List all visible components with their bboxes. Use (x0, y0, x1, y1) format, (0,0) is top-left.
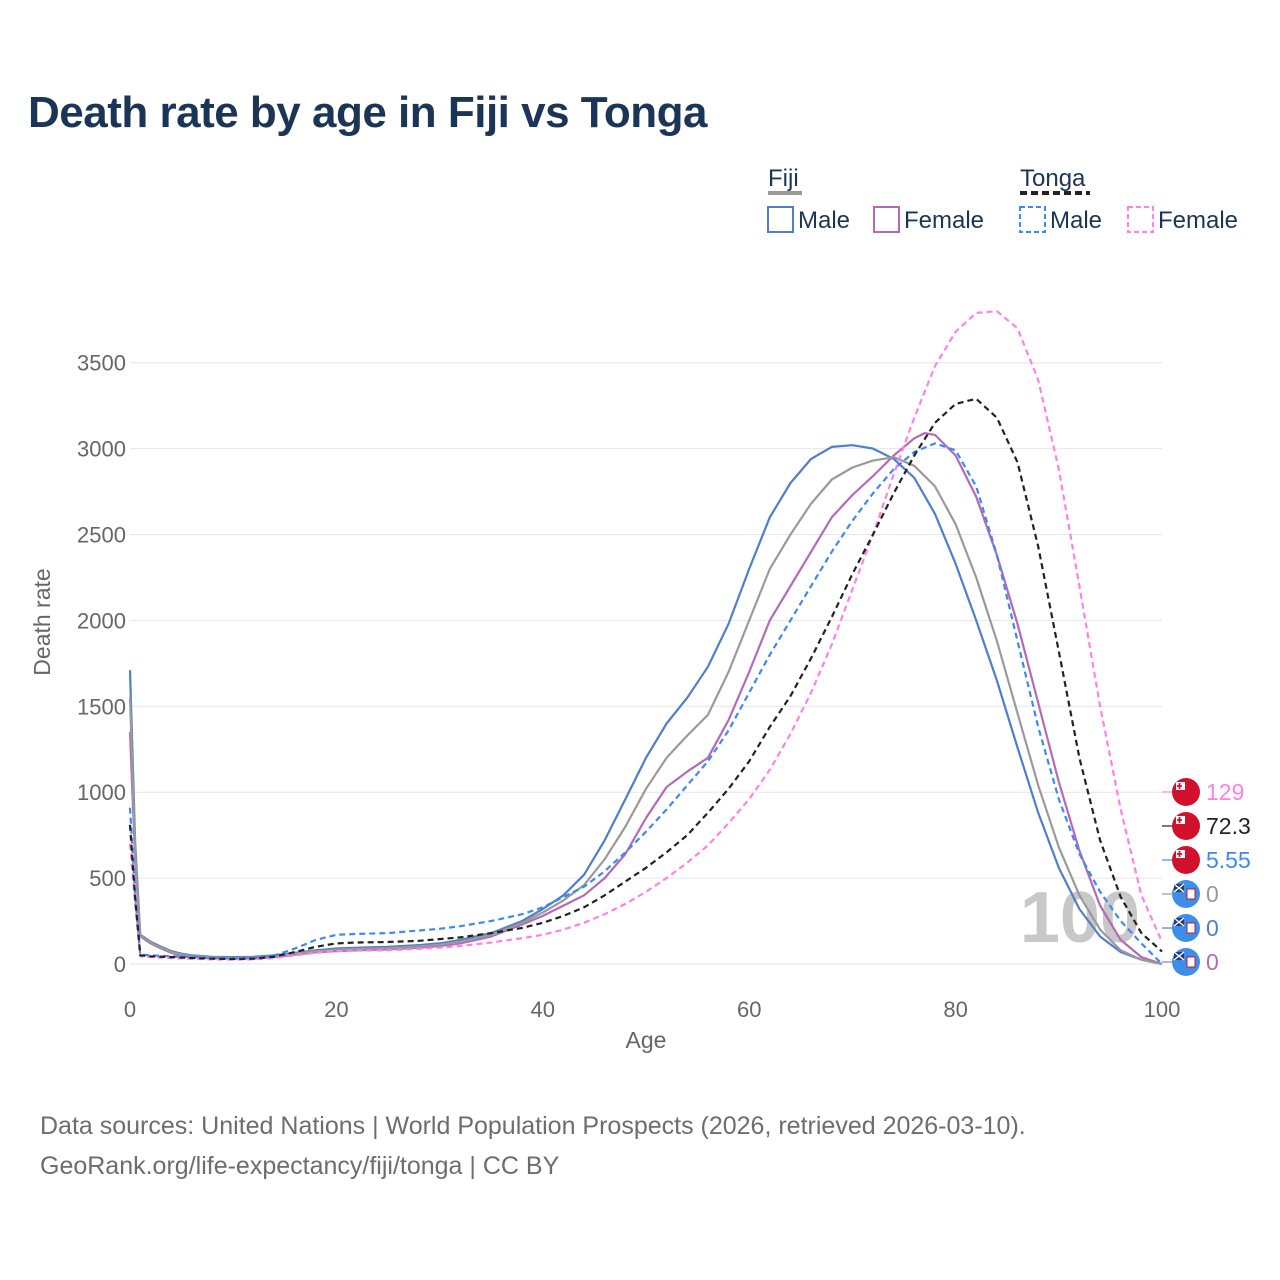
fiji-flag-jack (1173, 917, 1185, 927)
x-axis-label: Age (626, 1027, 667, 1053)
y-axis-ticks: 0 500 1000 1500 2000 2500 3000 3500 (77, 351, 126, 977)
y-tick-label-1500: 1500 (77, 694, 126, 719)
fiji-flag-jack (1173, 883, 1185, 893)
fiji-flag-jack (1173, 951, 1185, 961)
x-axis-ticks: 0 20 40 60 80 100 (124, 997, 1180, 1022)
end-label-value: 72.3 (1206, 813, 1251, 839)
end-label-value: 0 (1206, 915, 1219, 941)
chart-title: Death rate by age in Fiji vs Tonga (28, 88, 708, 137)
y-tick-label-0: 0 (114, 952, 126, 977)
y-tick-label-1000: 1000 (77, 780, 126, 805)
legend-swatch-fiji-male (767, 206, 794, 233)
y-tick-label-2000: 2000 (77, 608, 126, 633)
x-tick-label-60: 60 (737, 997, 761, 1022)
x-tick-label-80: 80 (943, 997, 967, 1022)
legend-label-tonga-female: Female (1158, 207, 1238, 234)
legend-swatch-tonga-female (1127, 206, 1154, 233)
gridlines (130, 362, 1162, 965)
legend-label-fiji-male: Male (798, 207, 850, 234)
tonga-flag-cross (1177, 817, 1182, 823)
series-fiji-male (128, 444, 1163, 966)
end-label-fiji-5: 0 (1162, 948, 1219, 976)
tonga-flag-cross (1177, 783, 1182, 789)
tonga-flag-cross (1177, 851, 1182, 857)
footer: Data sources: United Nations | World Pop… (40, 1106, 1026, 1186)
y-tick-label-3000: 3000 (77, 437, 126, 462)
y-tick-label-2500: 2500 (77, 523, 126, 548)
x-tick-label-20: 20 (324, 997, 348, 1022)
end-label-tonga-1: 72.3 (1162, 812, 1251, 840)
x-tick-label-40: 40 (531, 997, 555, 1022)
end-label-fiji-4: 0 (1162, 914, 1219, 942)
end-labels: 129 72.3 5.55 0 0 0 (1162, 778, 1251, 976)
end-label-tonga-0: 129 (1162, 778, 1244, 806)
fiji-flag-shield (1186, 922, 1196, 934)
series-tonga-total (128, 397, 1163, 961)
y-axis-label: Death rate (29, 568, 55, 675)
fiji-flag-shield (1186, 956, 1196, 968)
fiji-flag-shield (1186, 888, 1196, 900)
data-sources: Data sources: United Nations | World Pop… (40, 1112, 1026, 1140)
end-label-tonga-2: 5.55 (1162, 846, 1251, 874)
source-link[interactable]: GeoRank.org/life-expectancy/fiji/tonga |… (40, 1152, 560, 1180)
x-tick-label-0: 0 (124, 997, 136, 1022)
series-tonga-female (128, 310, 1164, 961)
series-fiji-female (128, 432, 1163, 966)
legend-label-fiji-female: Female (904, 207, 984, 234)
y-tick-label-3500: 3500 (77, 351, 126, 376)
current-age-watermark: 100 (1020, 878, 1140, 958)
legend-group-tonga: Tonga (1020, 165, 1086, 192)
x-tick-label-100: 100 (1144, 997, 1181, 1022)
end-label-value: 5.55 (1206, 847, 1251, 873)
legend-swatch-tonga-male (1019, 206, 1046, 233)
legend-group-fiji: Fiji (768, 165, 799, 192)
y-tick-label-500: 500 (89, 866, 126, 891)
end-label-fiji-3: 0 (1162, 880, 1219, 908)
end-label-value: 0 (1206, 949, 1219, 975)
legend-label-tonga-male: Male (1050, 207, 1102, 234)
series-lines (128, 310, 1164, 966)
end-label-value: 0 (1206, 881, 1219, 907)
end-label-value: 129 (1206, 779, 1244, 805)
legend-swatch-fiji-female (873, 206, 900, 233)
legend[interactable]: Fiji Male Female Tonga Male Female (767, 165, 1238, 234)
series-tonga-male (128, 442, 1163, 965)
